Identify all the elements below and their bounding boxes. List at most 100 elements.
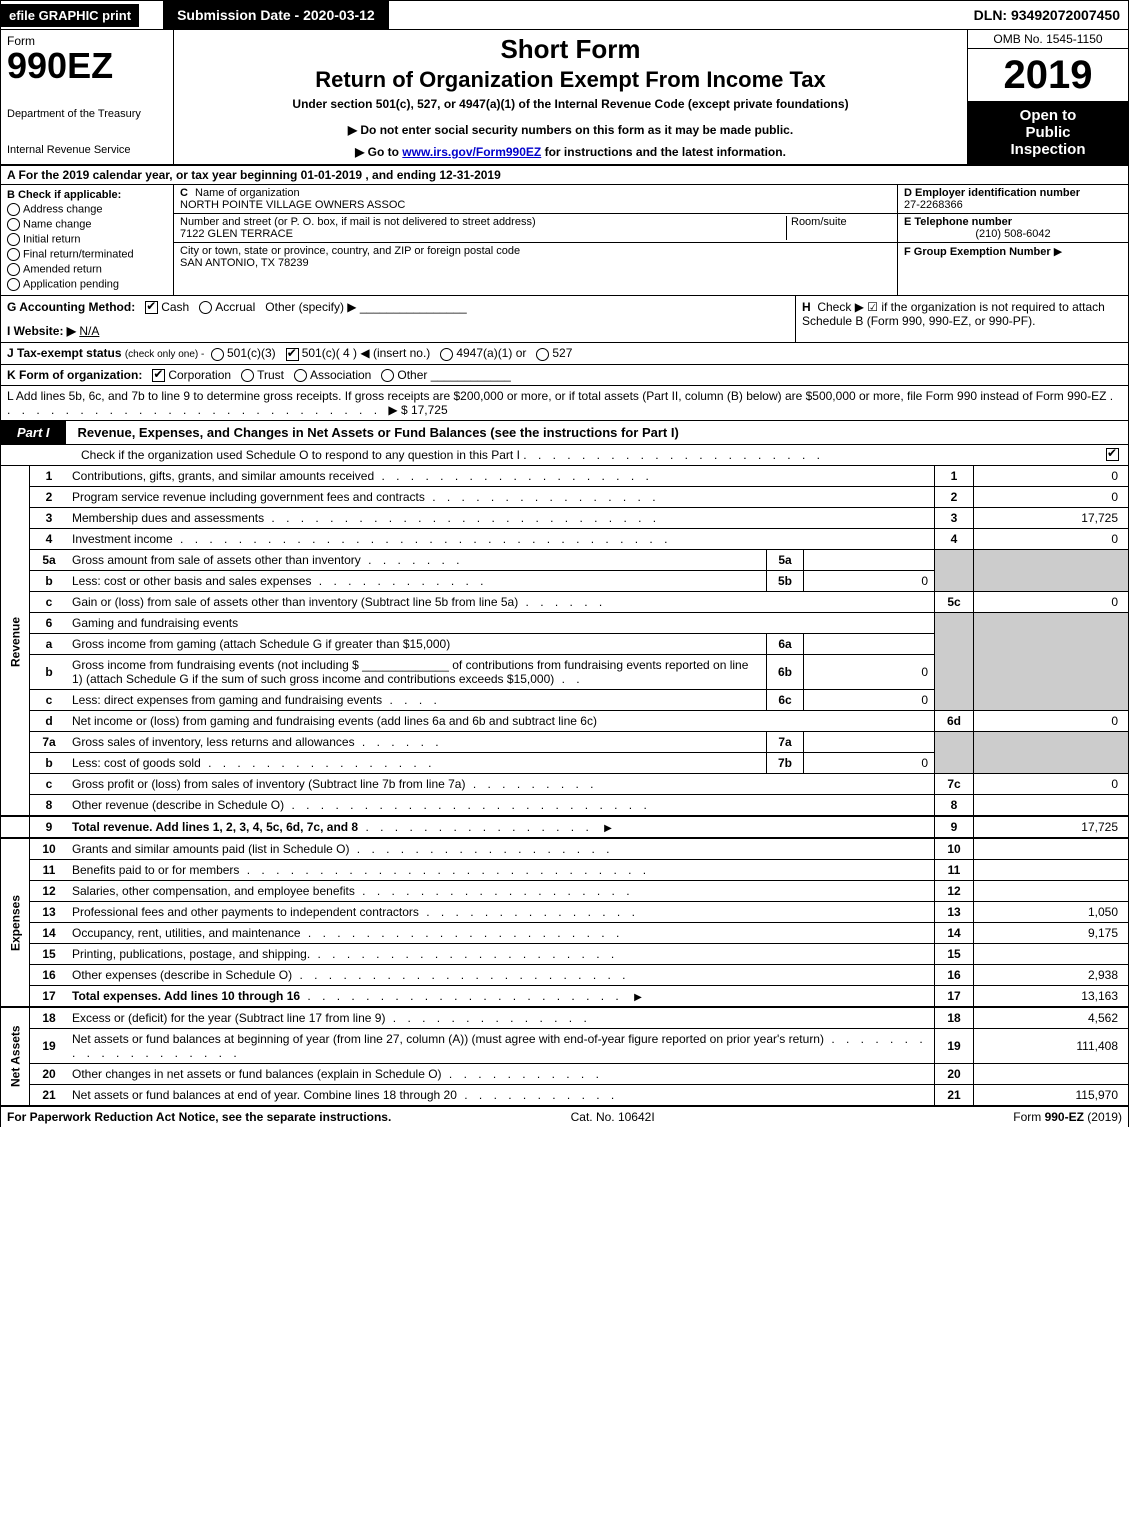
j-o4: 527	[552, 346, 572, 360]
line-8-desc: Other revenue (describe in Schedule O)	[72, 798, 284, 812]
inspection-line1: Open to	[972, 107, 1124, 124]
check-address-change[interactable]: Address change	[7, 203, 167, 216]
box-b-header: Check if applicable:	[18, 189, 121, 201]
check-amended[interactable]: Amended return	[7, 263, 167, 276]
form-number: 990EZ	[7, 48, 167, 84]
addr-value: 7122 GLEN TERRACE	[180, 228, 293, 240]
line-7c-val: 0	[974, 773, 1129, 794]
line-6b-desc: Gross income from fundraising events (no…	[72, 658, 748, 686]
check-pending[interactable]: Application pending	[7, 278, 167, 291]
line-11-val	[974, 859, 1129, 880]
top-bar: efile GRAPHIC print Submission Date - 20…	[0, 0, 1129, 30]
line-10-desc: Grants and similar amounts paid (list in…	[72, 842, 349, 856]
under-section: Under section 501(c), 527, or 4947(a)(1)…	[178, 97, 963, 111]
check-trust[interactable]	[241, 369, 254, 382]
check-4947[interactable]	[440, 348, 453, 361]
revenue-sidelabel: Revenue	[1, 466, 30, 816]
ledger-table: Revenue 1 Contributions, gifts, grants, …	[0, 466, 1129, 1107]
check-cash[interactable]	[145, 301, 158, 314]
check-initial-return[interactable]: Initial return	[7, 233, 167, 246]
line-3-num: 3	[30, 507, 69, 528]
org-name: NORTH POINTE VILLAGE OWNERS ASSOC	[180, 199, 405, 211]
line-6a-num: a	[30, 633, 69, 654]
line-21-desc: Net assets or fund balances at end of ye…	[72, 1088, 457, 1102]
line-1-rn: 1	[935, 466, 974, 487]
line-17-num: 17	[30, 985, 69, 1007]
group-exemption-label: F Group Exemption Number	[904, 246, 1051, 258]
k-o3: Association	[310, 368, 371, 382]
line-6d-rn: 6d	[935, 710, 974, 731]
line-3-val: 17,725	[974, 507, 1129, 528]
j-o3: 4947(a)(1) or	[456, 346, 526, 360]
ssn-note: ▶ Do not enter social security numbers o…	[178, 123, 963, 137]
box-b: B Check if applicable: Address change Na…	[1, 185, 174, 295]
line-11-desc: Benefits paid to or for members	[72, 863, 239, 877]
addr-label: Number and street (or P. O. box, if mail…	[180, 216, 536, 228]
line-17-desc: Total expenses. Add lines 10 through 16	[72, 989, 300, 1003]
line-6c-desc: Less: direct expenses from gaming and fu…	[72, 693, 382, 707]
return-title: Return of Organization Exempt From Incom…	[178, 67, 963, 93]
line-8-num: 8	[30, 794, 69, 816]
part1-title: Revenue, Expenses, and Changes in Net As…	[66, 425, 679, 440]
room-label: Room/suite	[791, 216, 847, 228]
efile-label[interactable]: efile GRAPHIC print	[1, 4, 139, 27]
line-4-num: 4	[30, 528, 69, 549]
check-assoc[interactable]	[294, 369, 307, 382]
line-5b-iv: 0	[804, 570, 935, 591]
line-1-num: 1	[30, 466, 69, 487]
check-final-return[interactable]: Final return/terminated	[7, 248, 167, 261]
line-15-val	[974, 943, 1129, 964]
line-4-desc: Investment income	[72, 532, 173, 546]
line-13-desc: Professional fees and other payments to …	[72, 905, 419, 919]
check-name-change[interactable]: Name change	[7, 218, 167, 231]
line-5c-val: 0	[974, 591, 1129, 612]
line-2-num: 2	[30, 486, 69, 507]
line-1-val: 0	[974, 466, 1129, 487]
check-527[interactable]	[536, 348, 549, 361]
line-6b-in: 6b	[767, 654, 804, 689]
line-3-rn: 3	[935, 507, 974, 528]
irs-label: Internal Revenue Service	[7, 144, 167, 156]
row-gh: G Accounting Method: Cash Accrual Other …	[0, 296, 1129, 343]
info-block: B Check if applicable: Address change Na…	[0, 185, 1129, 296]
check-501c[interactable]	[286, 348, 299, 361]
line-19-rn: 19	[935, 1028, 974, 1063]
check-other[interactable]	[381, 369, 394, 382]
j-o2: 501(c)( 4 ) ◀ (insert no.)	[302, 346, 431, 360]
line-5a-desc: Gross amount from sale of assets other t…	[72, 553, 361, 567]
tax-year-row: A For the 2019 calendar year, or tax yea…	[0, 166, 1129, 185]
check-accrual[interactable]	[199, 301, 212, 314]
h-text: Check ▶ ☑ if the organization is not req…	[802, 300, 1105, 328]
line-15-num: 15	[30, 943, 69, 964]
footer: For Paperwork Reduction Act Notice, see …	[0, 1107, 1129, 1127]
line-20-rn: 20	[935, 1063, 974, 1084]
check-corp[interactable]	[152, 369, 165, 382]
line-15-rn: 15	[935, 943, 974, 964]
goto-prefix: ▶ Go to	[355, 145, 402, 159]
line-7c-rn: 7c	[935, 773, 974, 794]
tax-year: 2019	[968, 49, 1128, 101]
line-6c-in: 6c	[767, 689, 804, 710]
line-14-num: 14	[30, 922, 69, 943]
ein-label: D Employer identification number	[904, 187, 1080, 199]
phone-label: E Telephone number	[904, 216, 1012, 228]
line-4-rn: 4	[935, 528, 974, 549]
footer-left: For Paperwork Reduction Act Notice, see …	[7, 1110, 391, 1124]
line-5c-rn: 5c	[935, 591, 974, 612]
check-501c3[interactable]	[211, 348, 224, 361]
line-8-val	[974, 794, 1129, 816]
netassets-sidelabel: Net Assets	[1, 1007, 30, 1106]
check-schedule-o[interactable]	[1106, 448, 1119, 461]
form-header: Form 990EZ Department of the Treasury In…	[0, 30, 1129, 166]
line-12-val	[974, 880, 1129, 901]
inspection-box: Open to Public Inspection	[968, 101, 1128, 164]
line-13-rn: 13	[935, 901, 974, 922]
line-10-num: 10	[30, 838, 69, 860]
line-5c-desc: Gain or (loss) from sale of assets other…	[72, 595, 518, 609]
goto-note: ▶ Go to www.irs.gov/Form990EZ for instru…	[178, 145, 963, 159]
line-6-desc: Gaming and fundraising events	[68, 612, 935, 633]
line-6d-val: 0	[974, 710, 1129, 731]
irs-link[interactable]: www.irs.gov/Form990EZ	[402, 145, 541, 159]
line-9-desc: Total revenue. Add lines 1, 2, 3, 4, 5c,…	[72, 820, 358, 834]
inspection-line2: Public	[972, 124, 1124, 141]
